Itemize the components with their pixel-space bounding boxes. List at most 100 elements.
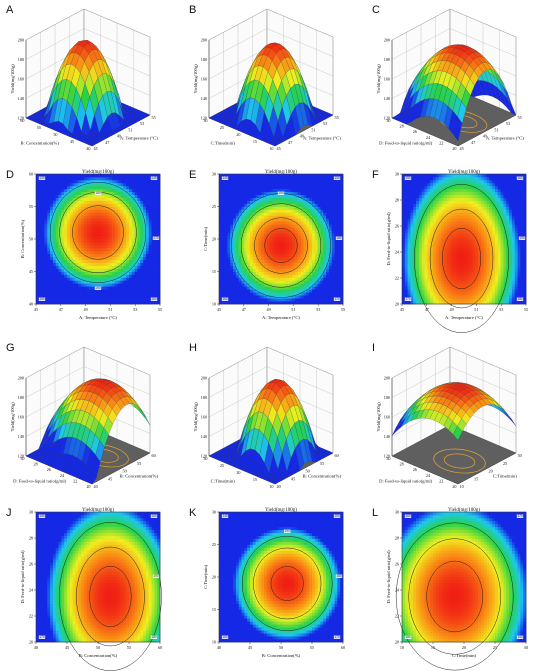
y-tick-label: 24	[29, 588, 34, 593]
y-tick-label: 45	[70, 139, 74, 144]
y-tick-label: 28	[395, 536, 399, 541]
z-axis-label: Yield(mg/100g)	[376, 64, 381, 94]
contour-value-label: 160	[222, 297, 228, 301]
contour-fill	[402, 512, 526, 642]
y-tick-label: 22	[73, 478, 77, 483]
y-tick-label: 22	[29, 614, 33, 619]
surface-plot-g: G120140160180200Yield(mg/100g)4045505560…	[0, 338, 183, 503]
x-tick-label: 53	[133, 307, 137, 312]
x-tick-label: 51	[108, 307, 112, 312]
x-tick-label: 45	[248, 645, 252, 650]
x-axis-label: A: Temperature (°C)	[120, 135, 158, 140]
y-tick-label: 20	[212, 575, 216, 580]
y-tick-label: 28	[400, 462, 404, 467]
z-tick-label: 160	[384, 77, 390, 82]
x-tick-label: 25	[493, 645, 497, 650]
z-tick-label: 180	[18, 57, 24, 62]
x-tick-label: 60	[158, 645, 162, 650]
x-tick-label: 55	[524, 307, 528, 312]
panel-label: G	[6, 342, 15, 354]
contour-value-label: 150	[39, 297, 45, 301]
y-tick-label: 24	[395, 588, 400, 593]
y-tick-label: 26	[413, 129, 417, 134]
y-tick-label: 40	[29, 302, 33, 307]
x-tick-label: 55	[335, 115, 339, 120]
surface-plot-a: A120140160180200Yield(mg/100g)4547495153…	[0, 0, 183, 165]
surface-plot-h: H120140160180200Yield(mg/100g)4045505560…	[183, 338, 366, 503]
contour-value-label: 150	[405, 176, 411, 180]
contour-value-label: 190	[278, 191, 284, 195]
x-tick-label: 55	[310, 645, 314, 650]
x-tick-label: 60	[341, 645, 345, 650]
panel-label: D	[6, 169, 14, 181]
contour-value-label: 190	[517, 635, 523, 639]
y-tick-label: 20	[395, 640, 399, 645]
x-tick-label: 47	[105, 140, 109, 145]
z-tick-label: 200	[18, 38, 24, 43]
y-tick-label: 50	[53, 132, 57, 137]
contour-value-label: 170	[334, 297, 340, 301]
x-tick-label: 55	[518, 115, 522, 120]
y-tick-label: 20	[212, 237, 216, 242]
contour-value-label: 190	[285, 529, 291, 533]
surface-plot-c: C120140160180200Yield(mg/100g)4547495153…	[366, 0, 549, 165]
x-tick-label: 51	[311, 127, 315, 132]
contour-value-label: 180	[336, 574, 342, 578]
y-tick-label: 25	[212, 204, 216, 209]
x-tick-label: 53	[506, 121, 510, 126]
z-tick-label: 200	[201, 376, 207, 381]
x-axis-label: B: Concentration(%)	[120, 473, 159, 478]
x-tick-label: 50	[279, 645, 283, 650]
y-tick-label: 22	[439, 478, 443, 483]
y-tick-label: 20	[236, 470, 240, 475]
y-tick-label: 25	[220, 125, 224, 130]
z-axis-label: Yield(mg/100g)	[193, 64, 198, 94]
y-tick-label: 28	[395, 198, 399, 203]
x-tick-label: 51	[494, 127, 498, 132]
x-axis-label: A: Temperature (°C)	[303, 135, 341, 140]
y-tick-label: 28	[29, 536, 33, 541]
y-tick-label: 60	[29, 172, 33, 177]
panel-label: C	[372, 4, 380, 16]
z-axis-label: Yield(mg/100g)	[10, 402, 15, 432]
y-tick-label: 22	[439, 140, 443, 145]
x-tick-label: 53	[140, 121, 144, 126]
x-axis-label: A: Temperature (°C)	[262, 315, 300, 320]
z-axis-label: Yield(mg/100g)	[193, 402, 198, 432]
contour-value-label: 160	[151, 514, 157, 518]
y-tick-label: 20	[452, 146, 456, 151]
y-axis-label: D: Feed-to-liquid ratio(g/ml)	[386, 212, 391, 266]
y-tick-label: 15	[253, 477, 257, 482]
z-tick-label: 180	[384, 57, 390, 62]
z-tick-label: 200	[384, 38, 390, 43]
y-tick-label: 30	[386, 118, 390, 123]
z-tick-label: 160	[18, 77, 24, 82]
x-tick-label: 45	[277, 146, 281, 151]
contour-value-label: 180	[336, 236, 342, 240]
x-axis-label: B: Concentration(%)	[262, 653, 301, 658]
y-tick-label: 22	[395, 276, 399, 281]
x-tick-label: 51	[128, 127, 132, 132]
contour-fill	[402, 174, 526, 304]
panel-label: I	[372, 342, 375, 354]
x-tick-label: 45	[108, 476, 112, 481]
y-tick-label: 24	[426, 473, 431, 478]
y-tick-label: 24	[60, 473, 65, 478]
y-tick-label: 20	[86, 484, 90, 489]
contour-value-label: 140	[222, 514, 228, 518]
x-axis-label: B: Concentration(%)	[303, 473, 342, 478]
y-tick-label: 30	[203, 456, 207, 461]
y-tick-label: 30	[395, 510, 399, 515]
contour-value-label: 170	[153, 236, 159, 240]
contour-value-label: 190	[153, 574, 159, 578]
panel-label: J	[6, 507, 12, 519]
